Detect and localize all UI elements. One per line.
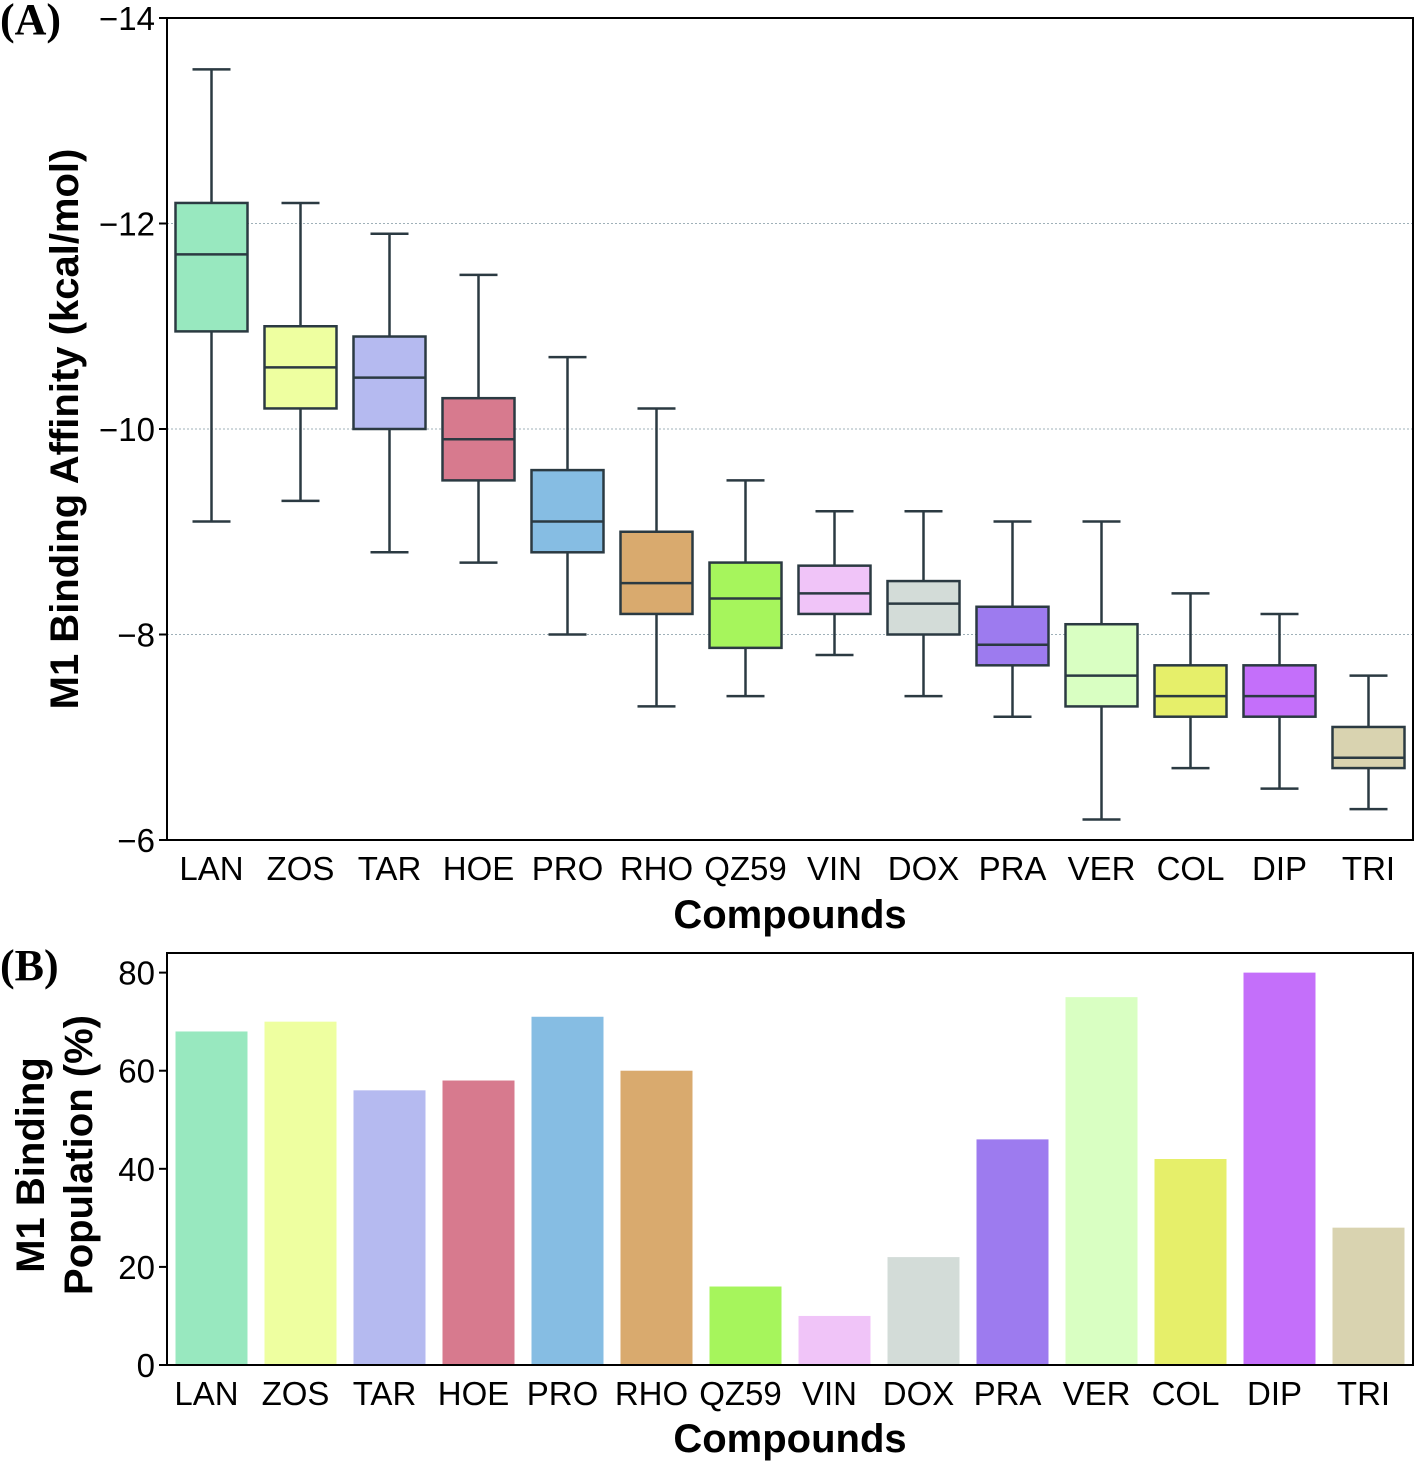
box-DOX <box>886 509 961 698</box>
x-tick-label: RHO <box>620 850 693 887</box>
box-QZ59 <box>708 479 783 698</box>
bar-QZ59 <box>709 1286 782 1365</box>
box <box>619 530 694 616</box>
y-tick-label: −12 <box>99 206 155 243</box>
y-tick-label: −8 <box>117 617 155 654</box>
x-tick-label: DOX <box>888 850 960 887</box>
bar-DOX <box>887 1257 960 1365</box>
x-tick-label: QZ59 <box>699 1375 782 1412</box>
box-PRO <box>530 355 605 636</box>
x-tick-label: ZOS <box>262 1375 330 1412</box>
box <box>174 201 249 333</box>
box <box>886 579 961 636</box>
box <box>975 605 1050 667</box>
x-tick-label: COL <box>1157 850 1225 887</box>
box <box>797 564 872 616</box>
y-tick-label: −10 <box>99 411 155 448</box>
bar-VIN <box>798 1315 871 1365</box>
bar-PRO <box>531 1016 604 1365</box>
x-tick-label: DIP <box>1247 1375 1302 1412</box>
x-axis-label: Compounds <box>673 1417 906 1461</box>
box-TRI <box>1331 674 1406 811</box>
x-tick-label: PRA <box>979 850 1047 887</box>
y-axis-label-line1: M1 Binding <box>9 1057 53 1273</box>
box-HOE <box>441 273 516 564</box>
box-ZOS <box>263 201 338 503</box>
x-tick-label: TRI <box>1337 1375 1390 1412</box>
y-tick-label: 20 <box>118 1249 155 1286</box>
box-PRA <box>975 520 1050 718</box>
box <box>1331 725 1406 770</box>
box-LAN <box>174 68 249 523</box>
x-tick-label: TAR <box>353 1375 417 1412</box>
x-tick-label: QZ59 <box>704 850 787 887</box>
bar-PRA <box>976 1139 1049 1365</box>
panel-label: (B) <box>0 941 59 990</box>
box-VER <box>1064 520 1139 821</box>
x-tick-label: LAN <box>174 1375 238 1412</box>
x-tick-label: TRI <box>1342 850 1395 887</box>
box <box>352 335 427 431</box>
bar-TAR <box>353 1090 426 1365</box>
bar-TRI <box>1332 1227 1405 1365</box>
y-tick-label: 40 <box>118 1151 155 1188</box>
box <box>530 468 605 554</box>
panel-b: 0 20 40 60 80 LAN ZOS TAR HOE PRO RHO QZ59 VIN DOX PRA… <box>0 941 1414 1461</box>
x-tick-label: HOE <box>438 1375 510 1412</box>
bar-HOE <box>442 1080 515 1365</box>
bar-LAN <box>175 1031 248 1365</box>
panel-a: −14 −12 −10 −8 −6 LAN ZOS TAR HOE PRO RHO QZ59 VIN DO… <box>0 0 1414 937</box>
box <box>1064 622 1139 708</box>
x-tick-label: LAN <box>179 850 243 887</box>
x-tick-label: PRO <box>527 1375 599 1412</box>
box-TAR <box>352 232 427 554</box>
bar-COL <box>1154 1159 1227 1365</box>
panel-label: (A) <box>0 0 61 44</box>
x-tick-label: VER <box>1063 1375 1131 1412</box>
box <box>1153 664 1228 718</box>
y-axis-label-line2: Population (%) <box>57 1015 101 1295</box>
bar-DIP <box>1243 972 1316 1365</box>
y-tick-label: 0 <box>137 1347 155 1384</box>
x-tick-label: PRA <box>974 1375 1042 1412</box>
y-axis-label: M1 Binding Affinity (kcal/mol) <box>43 149 87 710</box>
x-tick-label: VIN <box>802 1375 857 1412</box>
bar-ZOS <box>264 1021 337 1365</box>
x-tick-label: PRO <box>532 850 604 887</box>
axes-frame <box>166 952 1414 1366</box>
box <box>708 561 783 650</box>
y-tick-label: −6 <box>117 822 155 859</box>
y-tick-label: 60 <box>118 1053 155 1090</box>
x-tick-label: DOX <box>883 1375 955 1412</box>
x-tick-label: COL <box>1152 1375 1220 1412</box>
x-tick-label: RHO <box>615 1375 688 1412</box>
box-RHO <box>619 407 694 708</box>
x-tick-label: HOE <box>443 850 515 887</box>
x-tick-label: VIN <box>807 850 862 887</box>
box <box>1242 664 1317 718</box>
y-tick-label: −14 <box>99 0 155 37</box>
bar-RHO <box>620 1070 693 1365</box>
box-COL <box>1153 592 1228 770</box>
box-DIP <box>1242 612 1317 790</box>
bar-VER <box>1065 997 1138 1365</box>
x-tick-label: ZOS <box>267 850 335 887</box>
x-tick-label: DIP <box>1252 850 1307 887</box>
axes-frame <box>166 17 1414 841</box>
x-axis-label: Compounds <box>673 893 906 937</box>
x-tick-label: VER <box>1068 850 1136 887</box>
y-tick-label: 80 <box>118 955 155 992</box>
box-VIN <box>797 509 872 657</box>
x-tick-label: TAR <box>358 850 422 887</box>
